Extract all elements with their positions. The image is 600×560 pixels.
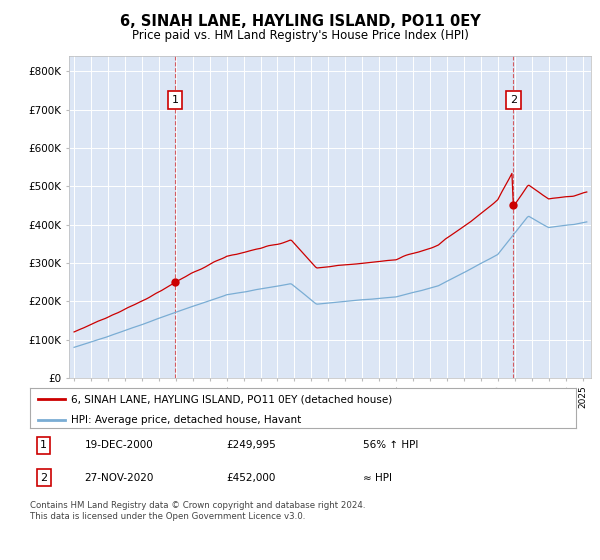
- Text: £249,995: £249,995: [227, 440, 277, 450]
- Text: ≈ HPI: ≈ HPI: [363, 473, 392, 483]
- Text: 2: 2: [40, 473, 47, 483]
- Text: 27-NOV-2020: 27-NOV-2020: [85, 473, 154, 483]
- Text: 56% ↑ HPI: 56% ↑ HPI: [363, 440, 418, 450]
- Text: 1: 1: [40, 440, 47, 450]
- Text: £452,000: £452,000: [227, 473, 276, 483]
- Text: 6, SINAH LANE, HAYLING ISLAND, PO11 0EY (detached house): 6, SINAH LANE, HAYLING ISLAND, PO11 0EY …: [71, 394, 392, 404]
- Text: HPI: Average price, detached house, Havant: HPI: Average price, detached house, Hava…: [71, 414, 301, 424]
- Text: 19-DEC-2000: 19-DEC-2000: [85, 440, 154, 450]
- Text: 6, SINAH LANE, HAYLING ISLAND, PO11 0EY: 6, SINAH LANE, HAYLING ISLAND, PO11 0EY: [119, 14, 481, 29]
- Text: Price paid vs. HM Land Registry's House Price Index (HPI): Price paid vs. HM Land Registry's House …: [131, 29, 469, 42]
- Text: 1: 1: [172, 95, 179, 105]
- Text: Contains HM Land Registry data © Crown copyright and database right 2024.
This d: Contains HM Land Registry data © Crown c…: [30, 501, 365, 521]
- Text: 2: 2: [510, 95, 517, 105]
